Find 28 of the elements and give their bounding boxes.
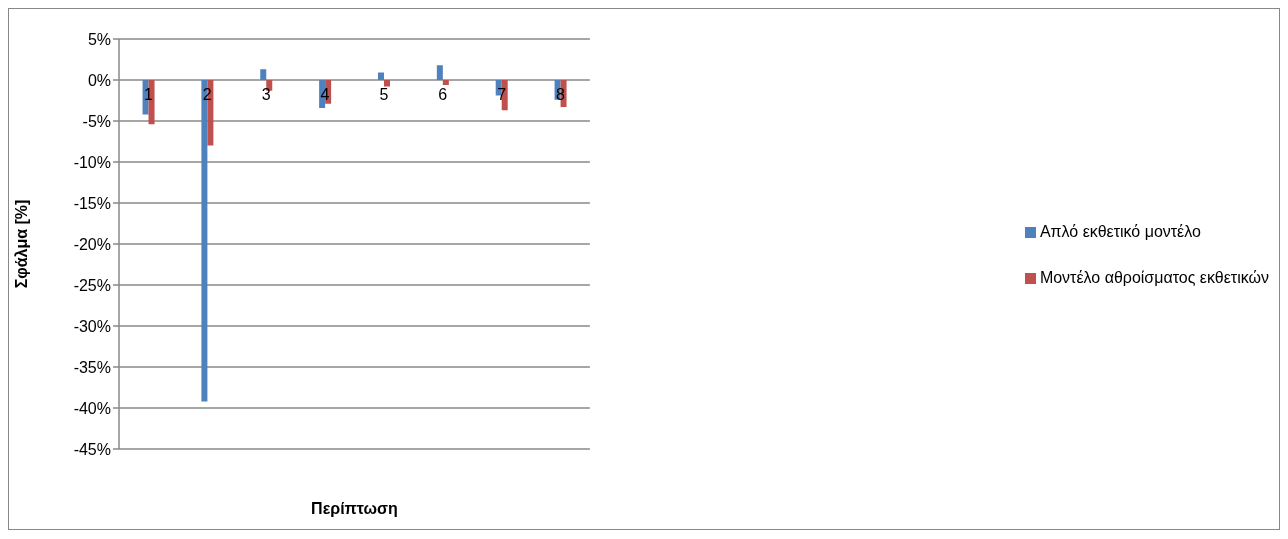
x-tick-label: 6 [438,86,448,103]
bar [260,69,267,80]
bar [442,80,449,85]
y-tick-label: -25% [73,276,111,294]
y-tick-label: -15% [73,194,111,212]
legend-label: Μοντέλο αθροίσματος εκθετικών [1039,269,1269,287]
y-axis-title: Σφάλμα [%] [12,199,30,289]
x-tick-label: 2 [202,86,212,103]
x-tick-label: 3 [261,86,271,103]
y-tick-label: -40% [73,399,111,417]
x-tick-label: 4 [320,86,330,103]
x-axis-title: Περίπτωση [311,500,398,517]
y-tick-label: 5% [87,30,111,48]
bar [383,80,390,87]
x-tick-label: 8 [555,86,565,103]
x-tick-label: 7 [497,86,507,103]
x-tick-label: 1 [143,86,153,103]
y-tick-label: -30% [73,317,111,335]
bar [377,72,384,80]
y-tick-label: -45% [73,440,111,458]
x-tick-label: 5 [379,86,389,103]
y-tick-label: 0% [87,71,111,89]
bar [436,65,443,80]
legend-label: Απλό εκθετικό μοντέλο [1039,223,1201,241]
y-tick-label: -5% [82,112,111,130]
y-tick-label: -35% [73,358,111,376]
y-tick-label: -10% [73,153,111,171]
y-tick-label: -20% [73,235,111,253]
